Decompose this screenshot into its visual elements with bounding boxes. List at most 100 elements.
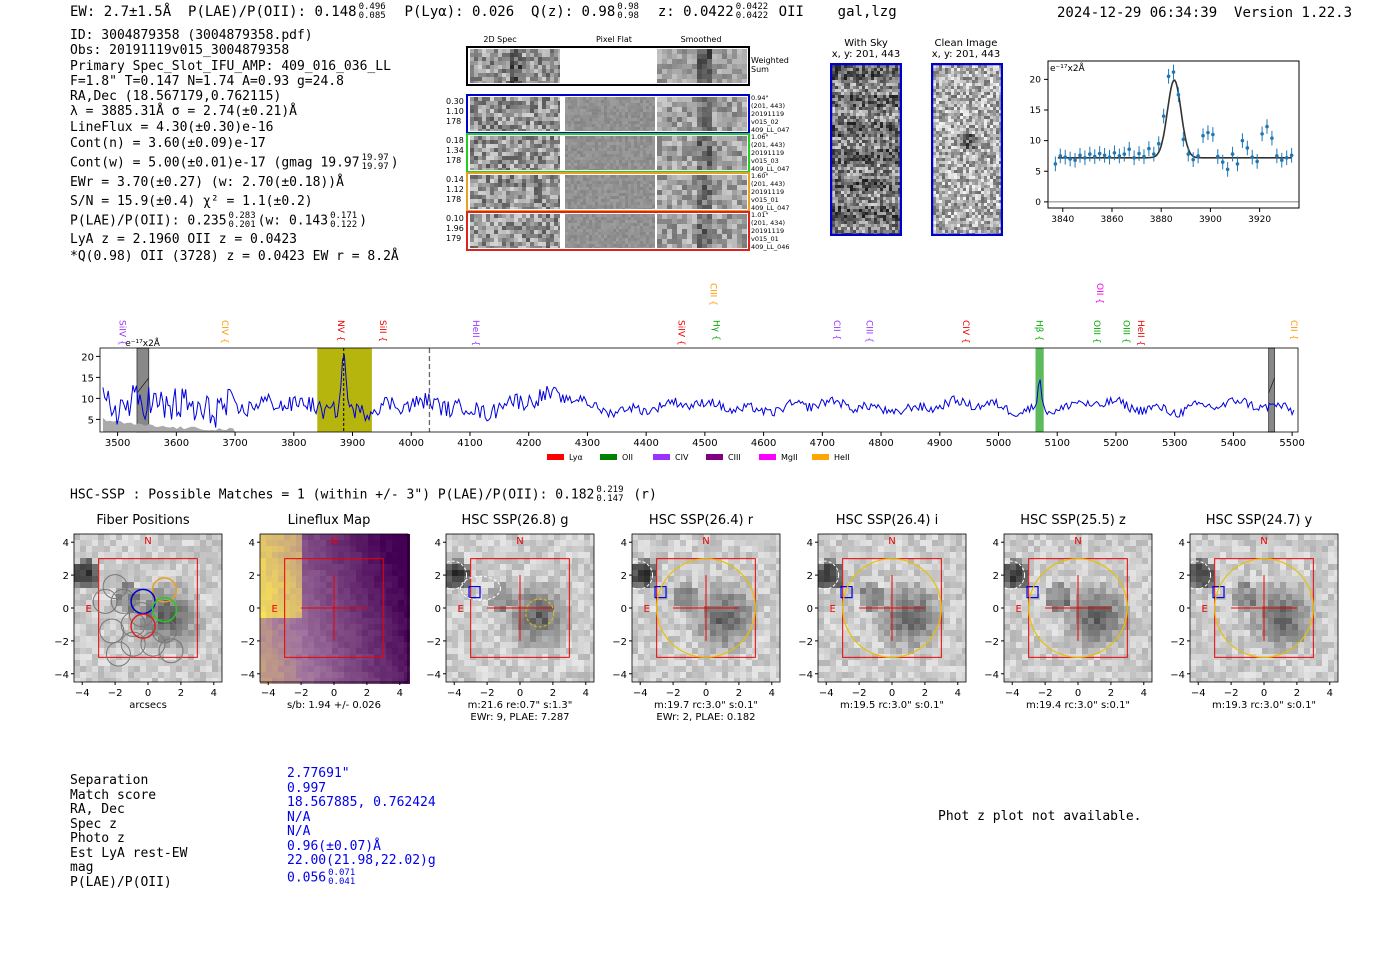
lineflux-map: [260, 534, 410, 684]
zoom-data-point: [1260, 132, 1264, 136]
east-label: E: [1202, 604, 1208, 615]
info-primary: Primary Spec_Slot_IFU_AMP: 409_016_036_L…: [70, 58, 391, 74]
hsc-y-tick-label: 0: [435, 604, 441, 615]
spectrum-legend-swatch: [653, 454, 670, 460]
zoom-data-point: [1107, 155, 1112, 159]
zoom-data-point: [1058, 154, 1063, 158]
spectrum-legend-label: HeII: [834, 453, 850, 462]
cutout-row-value: 178: [446, 195, 461, 204]
hsc-y-tick-label: −4: [798, 670, 813, 681]
north-label: N: [1260, 536, 1267, 547]
north-label: N: [144, 536, 151, 547]
spectrum-line-label: OII {: [1094, 283, 1104, 304]
hsc-x-tick-label: 0: [703, 688, 709, 699]
hsc-x-tick-label: 2: [922, 688, 928, 699]
cutout-smoothed: [657, 214, 747, 248]
zoom-y-tick-label: 5: [1035, 167, 1041, 177]
cutout-row-meta: 20191119: [751, 188, 784, 196]
cutout-pixel-flat: [565, 214, 655, 248]
fiber-circle: [158, 638, 184, 664]
hsc-y-tick-label: −4: [1170, 670, 1185, 681]
spectrum-line-label: SiIV {: [116, 320, 126, 346]
info-plae: P(LAE)/P(OII): 0.235 0.283 0.201 (w: 0.143 0…: [70, 210, 368, 230]
spectrum-masked-hatch: [1268, 377, 1275, 394]
info-contn: Cont(n) = 3.60(±0.09)e-17: [70, 136, 266, 152]
cutout-row-meta: (201, 443): [751, 180, 785, 188]
spectrum-legend-swatch: [706, 454, 723, 460]
zoom-data-point: [1201, 133, 1205, 138]
weighted-sum-label: Weighted Sum: [751, 56, 789, 74]
spectrum-line-label: OIII {: [1121, 320, 1131, 344]
spectrum-x-tick-label: 5300: [1162, 438, 1187, 449]
hsc-cutout-pixels: [74, 534, 222, 682]
header-z-range: 0.0422 0.0422: [735, 2, 769, 21]
match-label: Separation: [70, 773, 149, 788]
zoom-data-point: [1265, 124, 1269, 129]
weighted-sum-smoothed: [657, 49, 747, 83]
clean-image-title: Clean Image x, y: 201, 443: [931, 38, 1001, 60]
cutout-row-meta: v015_01: [751, 196, 779, 204]
spectrum-line-label: OIII {: [1091, 320, 1101, 344]
cutout-row-meta: 409_LL_046: [751, 243, 790, 251]
cutout-row-meta: 20191119: [751, 110, 784, 118]
spectrum-x-tick-label: 4700: [810, 438, 835, 449]
zoom-data-point: [1112, 151, 1117, 155]
hsc-y-tick-label: 0: [1179, 604, 1185, 615]
info-contw: Cont(w) = 5.00(±0.01)e-17 (gmag 19.97 19.…: [70, 153, 399, 173]
zoom-data-point: [1176, 92, 1181, 97]
with-sky-frame: [830, 63, 902, 236]
spectrum-x-tick-label: 5500: [1279, 438, 1304, 449]
spectrum-line-label: Hβ {: [1034, 320, 1044, 341]
cutout-pixel-flat: [565, 136, 655, 170]
cutout-smoothed: [657, 97, 747, 131]
aperture-circle: [1214, 558, 1314, 658]
header-qz-range: 0.98 0.98: [617, 2, 639, 21]
north-label: N: [516, 536, 523, 547]
cutout-pixel-flat: [565, 175, 655, 209]
fiber-circle: [120, 611, 146, 637]
header-qz: Q(z): 0.98: [530, 4, 616, 20]
zoom-data-point: [1220, 160, 1225, 164]
header-plae-range: 0.496 0.085: [358, 2, 386, 21]
match-box: [468, 586, 481, 599]
neighbor-ellipse: [438, 560, 468, 590]
cutout-row-value: 0.10: [446, 214, 464, 223]
zoom-data-point: [1171, 70, 1176, 74]
zoom-data-point: [1235, 162, 1240, 166]
zoom-data-point: [1078, 153, 1082, 158]
zoom-data-point: [1289, 153, 1294, 158]
cutout-row-value: 0.18: [446, 136, 464, 145]
hsc-y-tick-label: 0: [63, 604, 69, 615]
hsc-panel-image: N E 4 2 0 −2 −4 −4 −2 0 2 4 arcsecs: [54, 533, 223, 711]
zoom-data-point: [1250, 155, 1255, 159]
zoom-y-tick-label: 15: [1030, 106, 1041, 116]
zoom-x-tick-label: 3880: [1150, 215, 1173, 225]
cutout-column-header: Smoothed: [681, 35, 722, 44]
spectrum-x-tick-label: 5200: [1103, 438, 1128, 449]
zoom-data-point: [1083, 155, 1087, 160]
spectrum-line-label: HeII {: [1135, 320, 1145, 346]
info-lambda: λ = 3885.31Å σ = 2.74(±0.21)Å: [70, 104, 297, 120]
east-label: E: [272, 604, 278, 615]
spectrum-x-tick-label: 3800: [281, 438, 306, 449]
hsc-cutout-pixels: [818, 534, 966, 682]
info-id: ID: 3004879358 (3004879358.pdf): [70, 28, 313, 43]
match-label: Match score: [70, 787, 157, 803]
match-plae-range: 0.071 0.041: [328, 867, 356, 887]
info-sn: S/N = 15.9(±0.4) χ² = 1.1(±0.2): [70, 193, 313, 209]
spectrum-legend-swatch: [759, 454, 776, 460]
zoom-data-point: [1097, 151, 1102, 156]
hsc-x-tick-label: 2: [364, 688, 370, 699]
cutout-row-meta: 0.94": [751, 94, 768, 102]
zoom-data-point: [1215, 154, 1220, 159]
header-flags: gal,lzg: [837, 4, 897, 20]
hsc-x-tick-label: −4: [819, 688, 834, 699]
spectrum-x-tick-label: 3900: [340, 438, 365, 449]
cutout-pixel-flat: [565, 97, 655, 131]
hsc-x-tick-label: 2: [736, 688, 742, 699]
cutout-row-value: 1.12: [446, 185, 464, 194]
zoom-x-tick-label: 3860: [1101, 215, 1124, 225]
spectrum-legend-label: Lyα: [569, 453, 583, 462]
zoom-data-point: [1196, 154, 1200, 158]
fiber-circle: [99, 618, 125, 644]
